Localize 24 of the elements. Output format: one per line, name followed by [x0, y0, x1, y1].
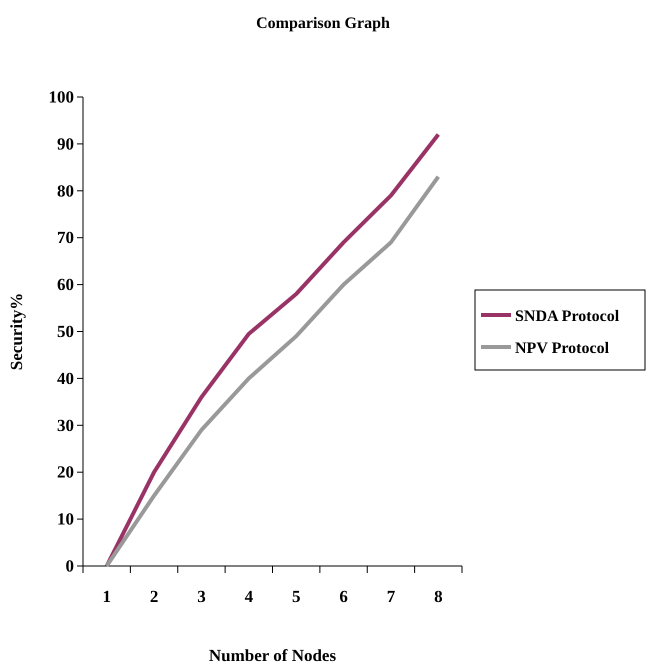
- x-tick-label: 6: [339, 587, 348, 606]
- x-tick-label: 1: [102, 587, 111, 606]
- legend-label: SNDA Protocol: [515, 308, 620, 325]
- x-axis-title: Number of Nodes: [208, 646, 336, 665]
- y-tick-label: 60: [57, 275, 74, 294]
- y-axis-title: Security%: [7, 292, 26, 370]
- x-tick-label: 4: [244, 587, 254, 606]
- y-tick-label: 70: [57, 228, 74, 248]
- legend-label: NPV Protocol: [515, 340, 610, 357]
- y-tick-label: 100: [48, 87, 74, 106]
- x-tick-label: 8: [434, 587, 443, 606]
- x-tick-label: 3: [197, 587, 206, 606]
- y-tick-label: 90: [57, 134, 74, 154]
- y-tick-label: 40: [57, 368, 74, 388]
- y-tick-label: 20: [57, 462, 74, 482]
- x-tick-label: 7: [386, 587, 396, 606]
- y-tick-label: 80: [57, 181, 74, 200]
- chart-title: Comparison Graph: [256, 15, 390, 32]
- y-tick-label: 50: [57, 322, 74, 341]
- y-tick-label: 10: [57, 510, 74, 529]
- y-tick-label: 30: [57, 416, 74, 435]
- x-tick-label: 2: [150, 587, 158, 606]
- y-tick-label: 0: [66, 556, 74, 576]
- x-tick-label: 5: [292, 587, 300, 606]
